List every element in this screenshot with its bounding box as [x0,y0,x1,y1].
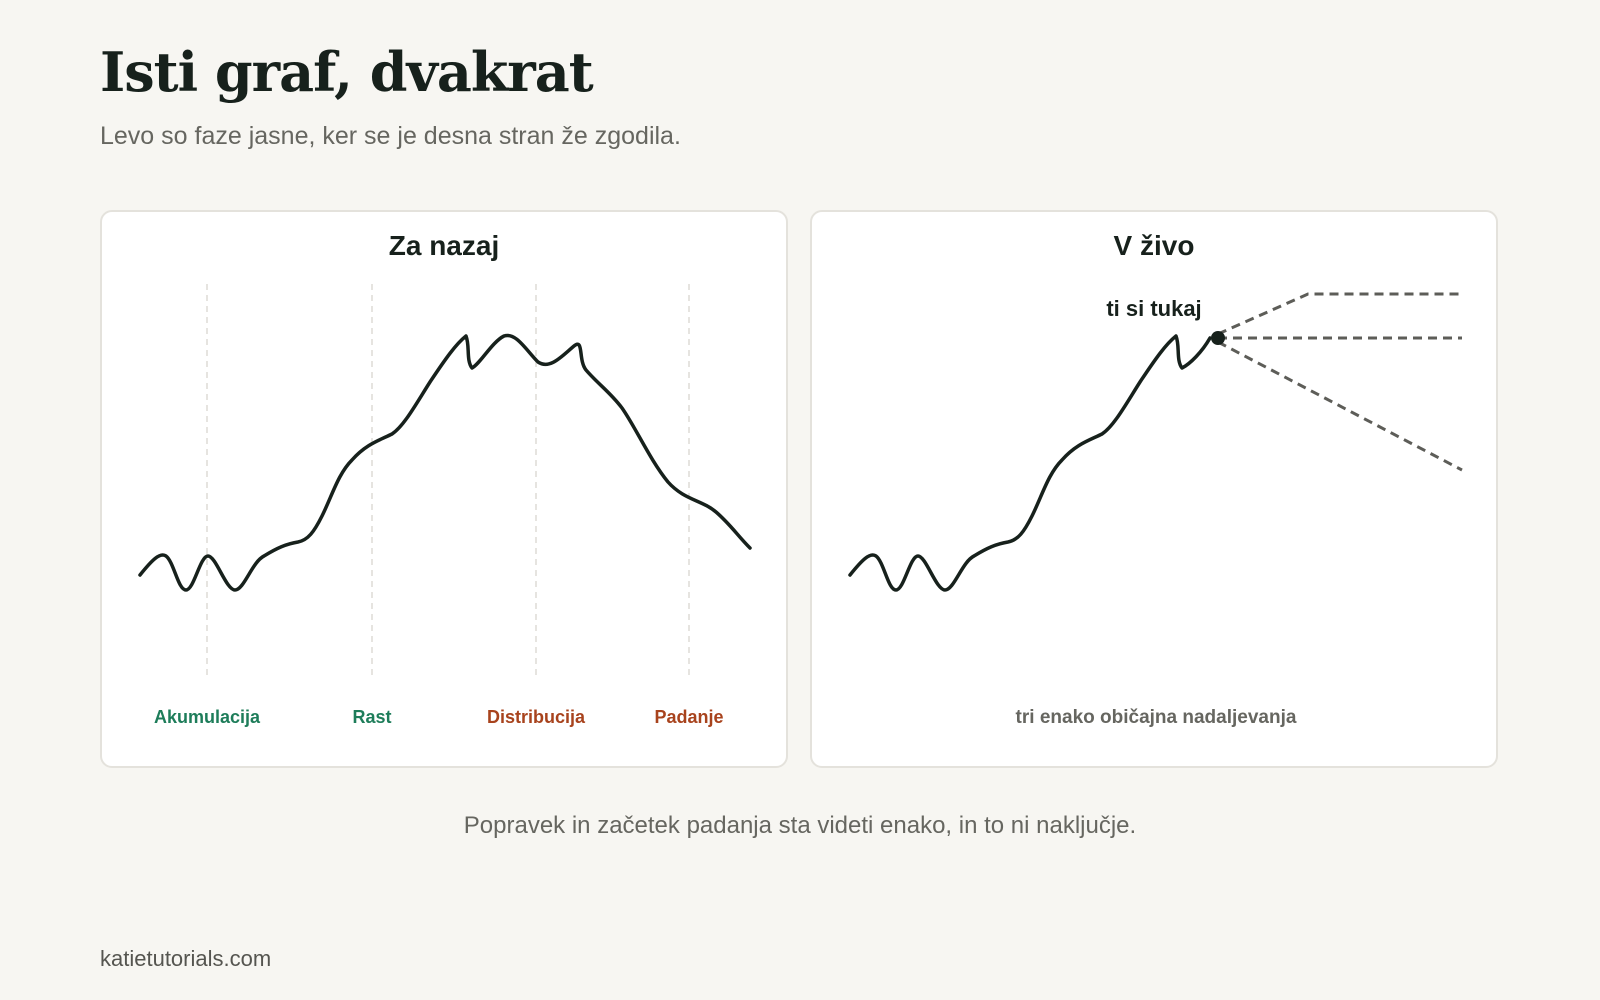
market-live-line [848,334,1212,592]
live-panel-title: V živo [1113,230,1195,261]
live-chart: ti si tukaj tri enako običajna nadaljeva… [848,292,1463,728]
footer-credit: katietutorials.com [100,946,272,971]
phase-label-growth: Rast [352,707,391,727]
hindsight-panel: Za nazaj Akumulacija Rast Distribucija P… [100,210,788,768]
bottom-caption: Popravek in začetek padanja sta videti e… [463,812,1137,839]
phase-label-decline: Padanje [654,707,723,727]
phase-label-distribution: Distribucija [487,707,586,727]
current-position-marker [1211,331,1225,345]
outcomes-caption: tri enako običajna nadaljevanja [1016,707,1297,728]
projection-down [1217,340,1463,472]
page-subtitle: Levo so faze jasne, ker se je desna stra… [100,122,681,150]
market-cycle-line [138,333,752,592]
live-panel: V živo ti si tukaj tri enako običajna na… [810,210,1498,768]
page-title: Isti graf, dvakrat [100,40,594,104]
hindsight-chart: Akumulacija Rast Distribucija Padanje [138,284,752,727]
current-position-label: ti si tukaj [1106,296,1201,321]
projection-up [1217,292,1462,336]
phase-label-accumulation: Akumulacija [154,707,261,727]
hindsight-panel-title: Za nazaj [388,230,500,261]
